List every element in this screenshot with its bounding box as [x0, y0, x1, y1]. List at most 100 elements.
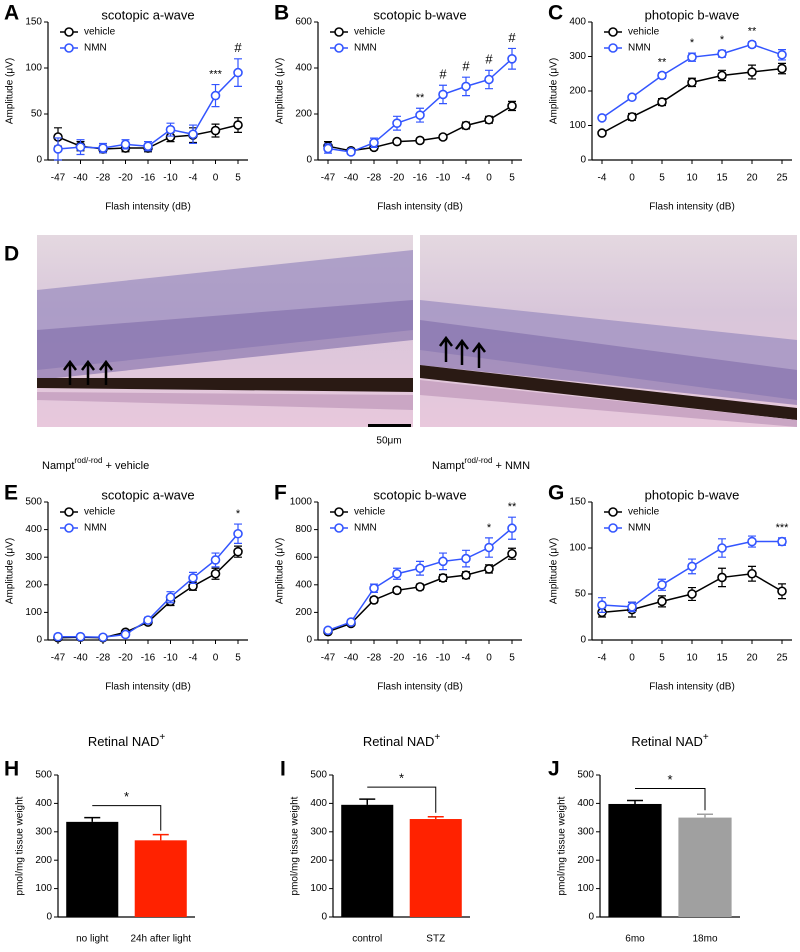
x-tick-label: -47 — [51, 173, 66, 184]
marker — [233, 546, 243, 557]
bar — [678, 817, 732, 917]
legend-marker — [64, 27, 74, 37]
y-axis-title: Amplitude (μV) — [5, 538, 16, 604]
y-tick-label: 400 — [577, 798, 594, 809]
chart-title: scotopic b-wave — [373, 7, 466, 22]
y-tick-label: 0 — [588, 912, 594, 923]
marker — [210, 125, 221, 136]
y-tick-label: 50 — [575, 589, 587, 600]
x-tick-label: -16 — [413, 173, 428, 184]
panel-letter: J — [548, 758, 560, 781]
y-tick-label: 800 — [295, 524, 312, 535]
legend-marker — [64, 507, 74, 517]
x-tick-label: 25 — [776, 653, 788, 664]
y-tick-label: 500 — [577, 770, 594, 781]
legend-label: NMN — [354, 523, 377, 534]
significance: ** — [748, 26, 757, 38]
y-tick-label: 0 — [580, 155, 586, 166]
y-tick-label: 400 — [295, 579, 312, 590]
significance: # — [234, 40, 242, 55]
y-tick-label: 150 — [569, 497, 586, 508]
marker — [484, 542, 494, 553]
legend-label: NMN — [628, 43, 651, 54]
caption-base: Nampt — [432, 460, 464, 472]
marker — [687, 77, 697, 88]
marker — [777, 586, 787, 597]
chart-title-main: Retinal NAD — [88, 734, 160, 749]
legend-label: vehicle — [84, 27, 116, 38]
marker — [75, 142, 86, 152]
y-tick-label: 100 — [569, 543, 586, 554]
x-tick-label: 0 — [486, 173, 492, 184]
histology-left — [37, 235, 413, 427]
x-tick-label: -20 — [390, 653, 405, 664]
y-axis-title: pmol/mg tissue weight — [290, 796, 301, 895]
marker — [747, 39, 757, 50]
chart-title: scotopic a-wave — [101, 7, 194, 22]
marker — [120, 139, 131, 150]
marker — [484, 564, 494, 574]
bracket — [367, 786, 437, 813]
y-tick-label: 200 — [569, 86, 586, 97]
x-tick-label: -28 — [96, 173, 111, 184]
chart-title: photopic b-wave — [645, 487, 740, 502]
marker — [717, 543, 727, 553]
chart-title: photopic b-wave — [645, 7, 740, 22]
x-tick-label: 24h after light — [130, 934, 191, 945]
y-axis-title: Amplitude (μV) — [275, 538, 286, 604]
y-tick-label: 0 — [580, 635, 586, 646]
y-tick-label: 200 — [295, 607, 312, 618]
chart-title-main: Retinal NAD — [363, 734, 435, 749]
error-bar — [427, 815, 444, 820]
x-tick-label: -47 — [51, 653, 66, 664]
marker — [507, 523, 517, 534]
marker — [210, 568, 221, 579]
y-tick-label: 600 — [295, 552, 312, 563]
marker — [392, 118, 402, 128]
x-tick-label: -28 — [367, 173, 382, 184]
chart-title: scotopic a-wave — [101, 487, 194, 502]
legend-marker — [334, 27, 344, 37]
legend-marker — [334, 523, 344, 533]
marker — [657, 70, 667, 81]
legend-label: NMN — [84, 43, 107, 54]
x-tick-label: -16 — [141, 653, 156, 664]
x-tick-label: 0 — [629, 173, 635, 184]
significance: * — [667, 772, 672, 787]
significance: # — [462, 59, 470, 74]
legend-marker — [334, 43, 344, 53]
x-axis-title: Flash intensity (dB) — [105, 682, 191, 693]
error-bar — [152, 833, 169, 841]
y-tick-label: 600 — [295, 17, 312, 28]
marker — [597, 128, 607, 138]
x-tick-label: -47 — [321, 653, 336, 664]
x-tick-label: -10 — [436, 653, 451, 664]
legend-label: vehicle — [628, 27, 660, 38]
panel-letter: B — [274, 2, 289, 25]
x-tick-label: -4 — [598, 653, 607, 664]
marker — [438, 132, 448, 142]
marker — [687, 561, 697, 572]
y-tick-label: 400 — [25, 524, 42, 535]
legend-label: NMN — [84, 523, 107, 534]
marker — [210, 555, 221, 565]
scale-bar-label: 50μm — [376, 436, 401, 447]
chart-title-sup: + — [703, 732, 709, 743]
x-tick-label: 5 — [235, 173, 241, 184]
y-tick-label: 0 — [46, 912, 52, 923]
marker — [53, 631, 63, 642]
legend-marker — [64, 523, 74, 533]
x-tick-label: control — [352, 934, 382, 945]
x-tick-label: 5 — [509, 173, 515, 184]
significance: * — [236, 508, 241, 520]
x-tick-label: 10 — [686, 653, 698, 664]
marker — [777, 63, 787, 74]
panel-letter: H — [4, 758, 19, 781]
y-tick-label: 0 — [36, 155, 42, 166]
marker — [369, 595, 379, 605]
chart-title: Retinal NAD+ — [88, 732, 166, 750]
panel-letter: F — [274, 482, 287, 505]
bar — [134, 840, 187, 917]
x-axis-title: Flash intensity (dB) — [377, 682, 463, 693]
